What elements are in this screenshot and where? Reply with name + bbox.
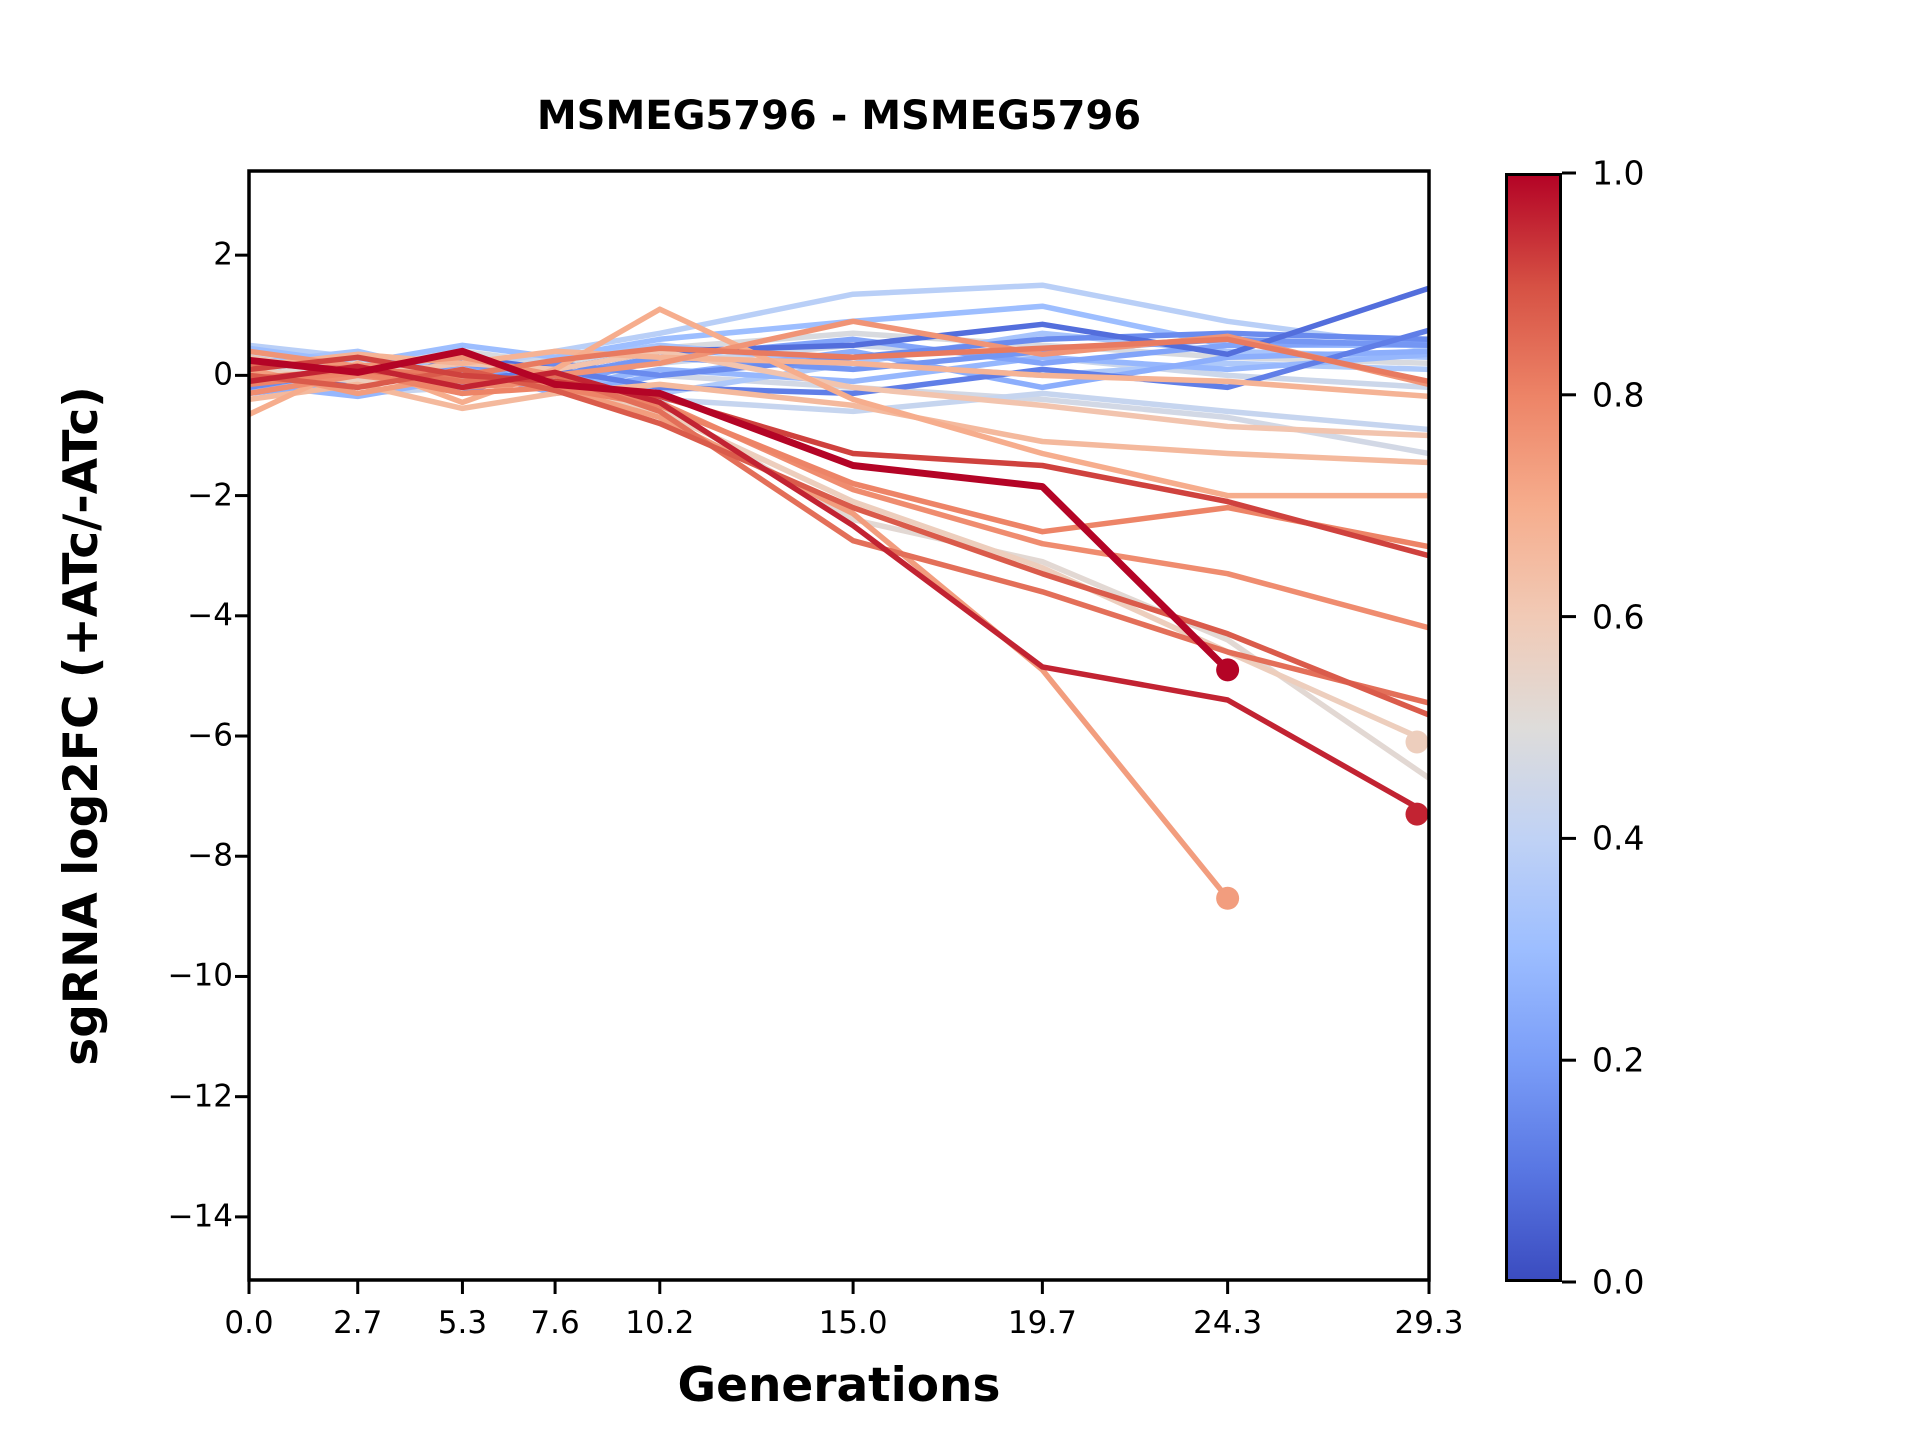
series-end-marker <box>1405 802 1429 826</box>
series-line <box>249 381 1429 466</box>
series-end-marker <box>1405 730 1429 754</box>
y-tick-label: −10 <box>167 957 233 994</box>
y-tick-label: 0 <box>213 356 233 393</box>
colorbar-tick-label: 0.0 <box>1592 1262 1645 1302</box>
series-line <box>249 363 1429 817</box>
x-tick-label: 0.0 <box>224 1305 274 1341</box>
y-tick-label: 2 <box>213 236 233 273</box>
x-tick-label: 19.7 <box>1007 1305 1077 1341</box>
y-tick-label: −4 <box>187 597 233 634</box>
x-tick-label: 2.7 <box>333 1305 383 1341</box>
series-end-marker <box>1216 886 1240 910</box>
x-tick-label: 29.3 <box>1394 1305 1464 1341</box>
series-line <box>249 366 1429 718</box>
y-tick-label: −14 <box>167 1198 233 1235</box>
y-tick-label: −8 <box>187 837 233 874</box>
colorbar-tick-label: 0.8 <box>1592 375 1645 415</box>
series-line <box>249 347 1231 673</box>
x-axis-label: Generations <box>677 1358 1001 1413</box>
x-tick-label: 7.6 <box>530 1305 580 1341</box>
y-tick-label: −12 <box>167 1078 233 1115</box>
x-tick-label: 15.0 <box>818 1305 888 1341</box>
plot-area <box>247 169 1431 1282</box>
chart-title: MSMEG5796 - MSMEG5796 <box>536 93 1142 139</box>
series-line <box>249 348 1429 400</box>
series-line <box>249 306 1429 499</box>
y-axis-label: sgRNA log2FC (+ATc/-ATc) <box>54 386 109 1066</box>
colorbar-tick-label: 1.0 <box>1592 153 1645 193</box>
x-tick-label: 5.3 <box>437 1305 488 1341</box>
colorbar-tick-label: 0.2 <box>1592 1040 1645 1080</box>
series-end-marker <box>1216 658 1240 682</box>
y-tick-label: −6 <box>187 717 233 754</box>
x-tick-label: 10.2 <box>625 1305 695 1341</box>
x-tick-label: 24.3 <box>1193 1305 1263 1341</box>
colorbar-tick-label: 0.4 <box>1592 818 1645 858</box>
y-tick-label: −2 <box>187 477 233 514</box>
colorbar-tick-label: 0.6 <box>1592 597 1645 637</box>
colorbar <box>1505 173 1562 1282</box>
